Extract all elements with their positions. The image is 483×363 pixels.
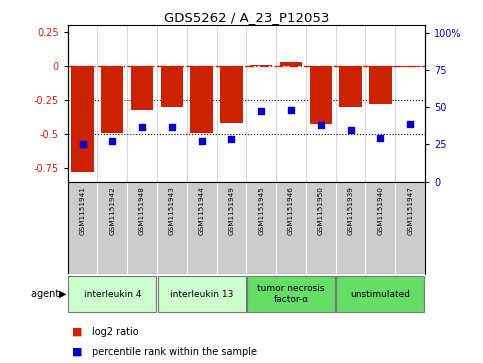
Point: [377, 135, 384, 141]
Text: GSM1151944: GSM1151944: [199, 186, 205, 235]
Bar: [340, 66, 362, 107]
Text: agent: agent: [31, 289, 63, 299]
Point: [198, 138, 206, 144]
Bar: [220, 66, 242, 123]
Text: ■: ■: [72, 327, 83, 337]
Text: GSM1151941: GSM1151941: [80, 186, 85, 235]
Text: GSM1151940: GSM1151940: [377, 186, 384, 235]
Text: tumor necrosis
factor-α: tumor necrosis factor-α: [257, 284, 325, 304]
Point: [347, 127, 355, 133]
Point: [287, 107, 295, 113]
Text: GSM1151950: GSM1151950: [318, 186, 324, 235]
Bar: [310, 66, 332, 125]
Bar: [336, 276, 425, 313]
Text: GSM1151943: GSM1151943: [169, 186, 175, 235]
Text: ■: ■: [72, 347, 83, 357]
Text: GSM1151949: GSM1151949: [228, 186, 234, 235]
Text: interleukin 4: interleukin 4: [84, 290, 141, 298]
Point: [406, 121, 414, 127]
Point: [227, 136, 235, 142]
Bar: [280, 62, 302, 66]
Bar: [399, 66, 421, 68]
Text: ▶: ▶: [59, 289, 67, 299]
Title: GDS5262 / A_23_P12053: GDS5262 / A_23_P12053: [164, 11, 329, 24]
Text: unstimulated: unstimulated: [350, 290, 411, 298]
Text: GSM1151942: GSM1151942: [109, 186, 115, 235]
Text: GSM1151948: GSM1151948: [139, 186, 145, 235]
Text: GSM1151946: GSM1151946: [288, 186, 294, 235]
Text: interleukin 13: interleukin 13: [170, 290, 233, 298]
Bar: [68, 276, 156, 313]
Point: [138, 124, 146, 130]
Bar: [369, 66, 392, 104]
Bar: [131, 66, 153, 110]
Bar: [247, 276, 335, 313]
Text: GSM1151939: GSM1151939: [348, 186, 354, 235]
Point: [257, 108, 265, 114]
Point: [168, 124, 176, 130]
Point: [109, 138, 116, 144]
Bar: [161, 66, 183, 107]
Point: [79, 141, 86, 147]
Text: percentile rank within the sample: percentile rank within the sample: [92, 347, 257, 357]
Point: [317, 122, 325, 128]
Bar: [250, 65, 272, 66]
Bar: [101, 66, 124, 132]
Bar: [157, 276, 246, 313]
Text: log2 ratio: log2 ratio: [92, 327, 139, 337]
Bar: [190, 66, 213, 132]
Text: GSM1151945: GSM1151945: [258, 186, 264, 235]
Bar: [71, 66, 94, 172]
Text: GSM1151947: GSM1151947: [407, 186, 413, 235]
